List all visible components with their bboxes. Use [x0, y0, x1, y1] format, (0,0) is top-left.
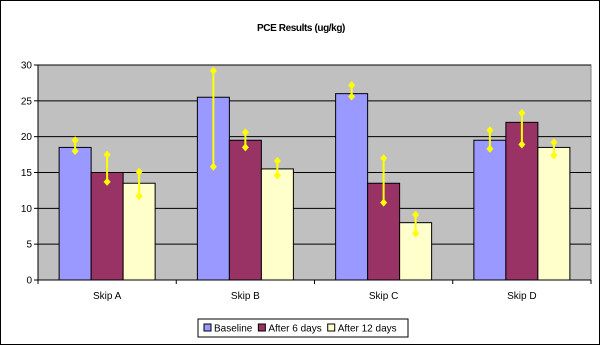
y-tick-label: 30 — [21, 61, 33, 72]
legend-label: After 12 days — [338, 324, 397, 335]
error-bar-cap — [348, 92, 356, 101]
error-bar-cap — [103, 150, 111, 159]
y-tick-label: 20 — [21, 132, 33, 143]
error-bar-cap — [380, 154, 388, 163]
legend-swatch — [257, 323, 266, 332]
y-tick-label: 25 — [21, 96, 33, 107]
x-tick-label: Skip B — [231, 291, 260, 302]
bar-baseline — [335, 93, 369, 281]
error-bar-cap — [380, 198, 388, 207]
bar-baseline — [58, 146, 92, 281]
bar-after-12-days — [260, 168, 294, 281]
legend: Baseline After 6 days After 12 days — [197, 318, 409, 338]
error-bar-cap — [135, 167, 143, 176]
error-bar-cap — [241, 143, 249, 152]
error-bar-cap — [71, 136, 79, 145]
x-tick-label: Skip C — [369, 291, 398, 302]
chart-title: PCE Results (ug/kg) — [257, 23, 345, 34]
error-bar-cap — [550, 151, 558, 160]
legend-label: After 6 days — [268, 324, 321, 335]
error-bar-cap — [241, 128, 249, 137]
error-bar-cap — [348, 81, 356, 90]
bar-after-12-days — [537, 146, 571, 281]
x-tick-label: Skip D — [507, 291, 536, 302]
error-bar-cap — [550, 138, 558, 147]
error-bar-cap — [71, 147, 79, 155]
bar-after-12-days — [399, 222, 433, 281]
legend-swatch — [327, 323, 336, 332]
y-tick-label: 10 — [21, 204, 33, 215]
legend-box — [197, 318, 409, 338]
error-bar-cap — [135, 192, 143, 201]
error-bar-cap — [518, 109, 526, 118]
x-tick-label: Skip A — [93, 291, 122, 302]
error-bar-cap — [209, 162, 217, 171]
error-bar-cap — [273, 171, 281, 180]
y-tick-label: 15 — [21, 168, 33, 179]
error-bar-cap — [412, 210, 420, 219]
plot-area: 0 5 10 15 20 25 30 Skip A Skip B Skip C Skip D — [21, 61, 592, 302]
legend-swatch — [203, 323, 212, 332]
error-bar-cap — [103, 177, 111, 186]
bar-baseline — [473, 139, 507, 281]
error-bar-cap — [209, 66, 217, 75]
bar-after-6-days — [505, 121, 539, 281]
y-tick-label: 5 — [26, 240, 32, 251]
error-bar-cap — [518, 140, 526, 149]
error-bar-cap — [412, 229, 420, 238]
error-bar-cap — [273, 157, 281, 166]
y-tick-label: 0 — [26, 276, 32, 287]
error-bar-cap — [486, 144, 494, 153]
bar-after-6-days — [90, 172, 124, 281]
legend-label: Baseline — [214, 324, 253, 335]
bar-after-6-days — [228, 139, 262, 281]
